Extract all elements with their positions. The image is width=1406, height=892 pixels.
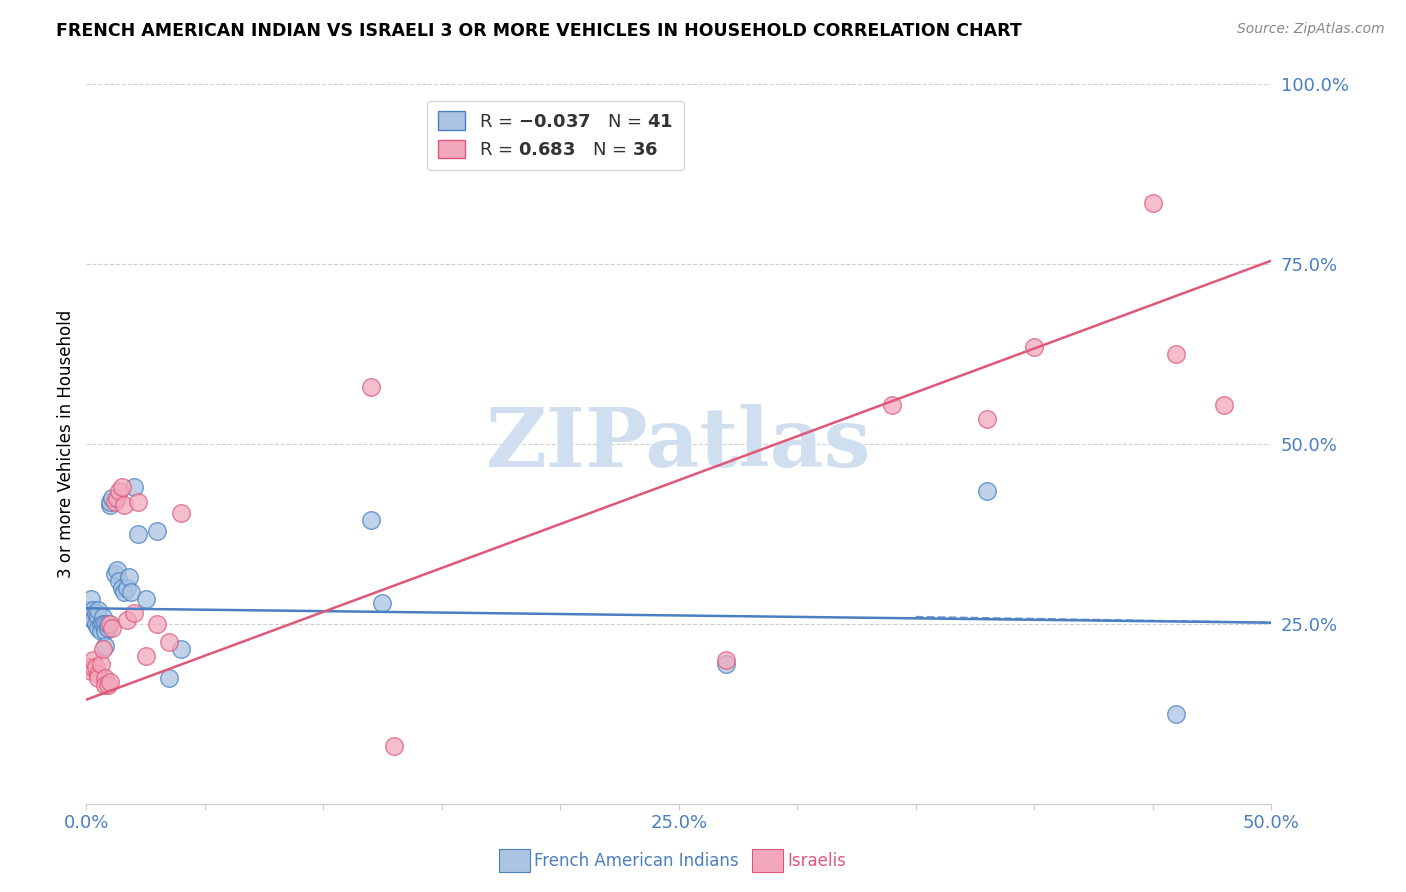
- Point: [94, 678, 117, 692]
- Point: [94, 639, 117, 653]
- Point: [112, 499, 135, 513]
- Point: [360, 379, 382, 393]
- Point: [170, 642, 193, 657]
- Point: [82, 660, 104, 674]
- Point: [80, 591, 103, 606]
- Point: [127, 495, 149, 509]
- Point: [77, 660, 100, 674]
- Point: [714, 657, 737, 671]
- Point: [115, 614, 138, 628]
- Point: [82, 614, 104, 628]
- Point: [115, 581, 138, 595]
- Point: [170, 506, 193, 520]
- Point: [82, 603, 104, 617]
- Point: [1024, 340, 1046, 354]
- Point: [80, 610, 103, 624]
- Point: [82, 653, 104, 667]
- Point: [98, 674, 121, 689]
- Point: [77, 603, 100, 617]
- Point: [880, 398, 903, 412]
- Point: [87, 603, 110, 617]
- Point: [89, 624, 111, 639]
- Point: [91, 642, 114, 657]
- Point: [101, 621, 124, 635]
- Point: [122, 607, 145, 621]
- Point: [84, 617, 107, 632]
- Point: [87, 667, 110, 681]
- Point: [98, 495, 121, 509]
- Point: [120, 584, 142, 599]
- Point: [118, 570, 141, 584]
- Point: [122, 480, 145, 494]
- Point: [97, 678, 120, 692]
- Text: French American Indians: French American Indians: [534, 852, 740, 870]
- Point: [98, 499, 121, 513]
- Text: FRENCH AMERICAN INDIAN VS ISRAELI 3 OR MORE VEHICLES IN HOUSEHOLD CORRELATION CH: FRENCH AMERICAN INDIAN VS ISRAELI 3 OR M…: [56, 22, 1022, 40]
- Point: [91, 617, 114, 632]
- Text: Source: ZipAtlas.com: Source: ZipAtlas.com: [1237, 22, 1385, 37]
- Point: [97, 617, 120, 632]
- Point: [1212, 398, 1234, 412]
- Point: [1142, 196, 1164, 211]
- Point: [104, 495, 127, 509]
- Point: [111, 480, 134, 494]
- Point: [94, 671, 117, 685]
- Point: [976, 412, 998, 426]
- Point: [382, 739, 405, 754]
- Point: [976, 483, 998, 498]
- Point: [97, 621, 120, 635]
- Y-axis label: 3 or more Vehicles in Household: 3 or more Vehicles in Household: [58, 310, 75, 578]
- Point: [84, 660, 107, 674]
- Point: [98, 617, 121, 632]
- Point: [108, 483, 131, 498]
- Point: [89, 617, 111, 632]
- Text: ZIPatlas: ZIPatlas: [486, 404, 872, 484]
- Point: [87, 621, 110, 635]
- Point: [94, 624, 117, 639]
- Legend: R = $\mathbf{-0.037}$   N = $\mathbf{41}$, R = $\mathbf{0.683}$   N = $\mathbf{3: R = $\mathbf{-0.037}$ N = $\mathbf{41}$,…: [427, 101, 685, 170]
- Point: [127, 527, 149, 541]
- Point: [1166, 706, 1188, 721]
- Point: [1166, 347, 1188, 361]
- Point: [101, 491, 124, 505]
- Point: [94, 617, 117, 632]
- Point: [108, 574, 131, 588]
- Point: [146, 524, 169, 538]
- Point: [157, 671, 180, 685]
- Point: [89, 657, 111, 671]
- Point: [135, 649, 157, 664]
- Point: [105, 563, 128, 577]
- Point: [87, 671, 110, 685]
- Point: [112, 584, 135, 599]
- Point: [105, 491, 128, 505]
- Point: [146, 617, 169, 632]
- Point: [91, 610, 114, 624]
- Text: Israelis: Israelis: [787, 852, 846, 870]
- Point: [135, 591, 157, 606]
- Point: [371, 595, 394, 609]
- Point: [80, 664, 103, 678]
- Point: [714, 653, 737, 667]
- Point: [360, 513, 382, 527]
- Point: [157, 635, 180, 649]
- Point: [104, 566, 127, 581]
- Point: [111, 581, 134, 595]
- Point: [87, 610, 110, 624]
- Point: [84, 607, 107, 621]
